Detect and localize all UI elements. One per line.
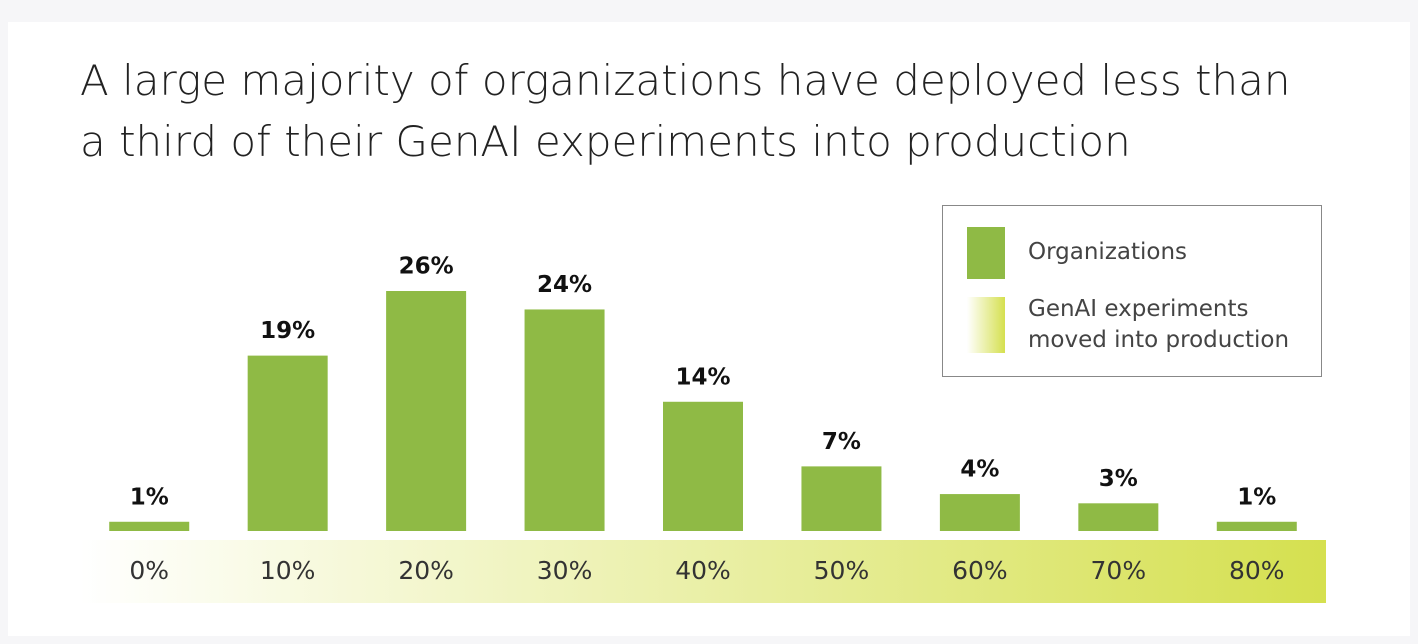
legend-swatch <box>967 297 1005 353</box>
x-tick-label: 80% <box>1229 556 1285 585</box>
x-tick-label: 30% <box>537 556 593 585</box>
value-label: 4% <box>960 457 999 483</box>
legend: Organizations GenAI experiments moved in… <box>942 205 1322 377</box>
bar <box>109 521 190 531</box>
bar <box>1216 521 1297 531</box>
bar <box>801 466 882 531</box>
value-label: 19% <box>260 318 315 344</box>
value-label: 26% <box>399 254 454 280</box>
legend-swatch <box>967 227 1005 279</box>
chart-title: A large majority of organizations have d… <box>80 56 1291 166</box>
bar <box>247 355 328 531</box>
x-tick-label: 0% <box>129 556 169 585</box>
value-label: 14% <box>675 364 730 390</box>
x-tick-label: 60% <box>952 556 1008 585</box>
x-tick-label: 70% <box>1091 556 1147 585</box>
x-tick-label: 40% <box>675 556 731 585</box>
bar <box>524 309 605 531</box>
value-label: 1% <box>130 484 169 510</box>
value-label: 1% <box>1237 484 1276 510</box>
x-tick-label: 50% <box>814 556 870 585</box>
value-label: 24% <box>537 272 592 298</box>
bar <box>939 494 1020 531</box>
value-label: 7% <box>822 429 861 455</box>
bar <box>1078 503 1159 531</box>
bar <box>386 291 467 531</box>
legend-label: Organizations <box>1028 239 1188 265</box>
x-tick-label: 20% <box>398 556 454 585</box>
value-label: 3% <box>1099 466 1138 492</box>
legend-label: GenAI experiments moved into production <box>1028 296 1290 353</box>
x-band <box>80 540 1326 603</box>
x-tick-label: 10% <box>260 556 316 585</box>
bar <box>663 401 743 531</box>
